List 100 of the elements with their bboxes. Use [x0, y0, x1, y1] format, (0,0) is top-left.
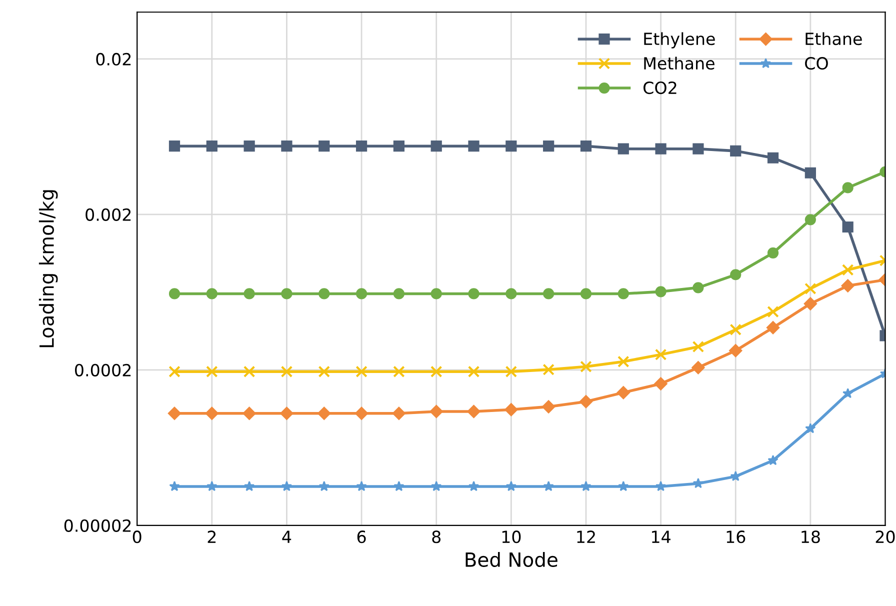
point	[506, 140, 517, 152]
point	[206, 480, 218, 492]
x-tick-label: 0	[132, 530, 142, 544]
x-tick-label: 12	[577, 530, 595, 543]
point	[244, 140, 255, 152]
point	[244, 480, 255, 492]
point	[506, 480, 516, 492]
point	[842, 221, 854, 233]
legend-label: Ethylene	[644, 32, 715, 48]
point	[206, 140, 218, 152]
point	[168, 366, 180, 378]
point	[767, 152, 779, 164]
point	[542, 400, 556, 414]
point	[692, 282, 704, 294]
point	[692, 340, 704, 353]
point	[804, 282, 816, 295]
point	[318, 288, 330, 300]
point	[804, 214, 816, 226]
point	[392, 406, 406, 420]
point	[506, 288, 517, 300]
point	[767, 306, 779, 318]
point	[730, 145, 742, 156]
point	[281, 480, 292, 492]
point	[768, 454, 778, 466]
point	[430, 366, 442, 378]
point	[205, 406, 218, 420]
x-axis-title: Bed Node	[466, 552, 558, 567]
point	[356, 140, 368, 152]
point	[729, 344, 742, 358]
point	[580, 288, 592, 300]
point	[281, 288, 292, 300]
point	[543, 480, 554, 492]
point	[468, 480, 480, 492]
point	[356, 480, 367, 492]
point	[168, 140, 180, 152]
x-tick-label: 10	[502, 530, 521, 544]
point	[393, 140, 404, 152]
point	[431, 480, 442, 492]
point	[430, 288, 442, 300]
point	[842, 182, 854, 194]
point	[579, 395, 593, 408]
legend-label: Methane	[644, 56, 714, 70]
point	[730, 269, 742, 280]
point	[318, 366, 330, 378]
point	[618, 480, 629, 492]
point	[618, 288, 629, 300]
point	[244, 288, 255, 300]
point	[281, 140, 292, 152]
x-tick-label: 16	[726, 530, 746, 544]
y-tick-label: 0.00002	[64, 519, 131, 532]
point	[580, 480, 592, 492]
point	[655, 143, 666, 154]
y-tick-label: 0.02	[96, 52, 131, 66]
point	[354, 406, 368, 420]
point	[842, 388, 854, 398]
y-tick-label: 0.002	[86, 208, 131, 221]
point	[206, 288, 218, 300]
point	[730, 324, 742, 336]
point	[654, 377, 668, 390]
point	[318, 480, 330, 492]
point	[543, 288, 554, 300]
point	[243, 366, 256, 378]
x-tick-label: 18	[802, 530, 820, 544]
legend-label: CO	[805, 57, 828, 70]
point	[430, 140, 442, 152]
point	[467, 404, 480, 418]
point	[654, 348, 667, 360]
point	[318, 406, 331, 420]
point	[841, 279, 854, 292]
point	[393, 288, 404, 300]
point	[318, 140, 330, 152]
point	[356, 366, 368, 378]
point	[394, 480, 404, 492]
point	[169, 480, 180, 492]
point	[805, 423, 816, 434]
point	[618, 143, 629, 154]
point	[242, 406, 256, 420]
point	[280, 366, 293, 378]
point	[580, 360, 592, 373]
legend-label: CO2	[644, 81, 676, 94]
point	[580, 140, 592, 152]
point	[616, 386, 630, 400]
point	[692, 478, 704, 488]
point	[430, 404, 443, 418]
point	[356, 288, 368, 300]
point	[393, 366, 405, 378]
point	[655, 480, 666, 492]
x-tick-label: 20	[876, 530, 895, 544]
point	[730, 470, 741, 482]
point	[168, 406, 182, 420]
point	[804, 297, 818, 310]
point	[505, 366, 518, 378]
legend-label: Ethane	[806, 32, 862, 46]
point	[542, 364, 554, 376]
x-tick-label: 2	[208, 530, 216, 543]
point	[767, 247, 779, 259]
y-tick-label: 0.0002	[75, 364, 131, 376]
point	[842, 264, 854, 276]
point	[168, 288, 180, 300]
point	[766, 321, 780, 334]
